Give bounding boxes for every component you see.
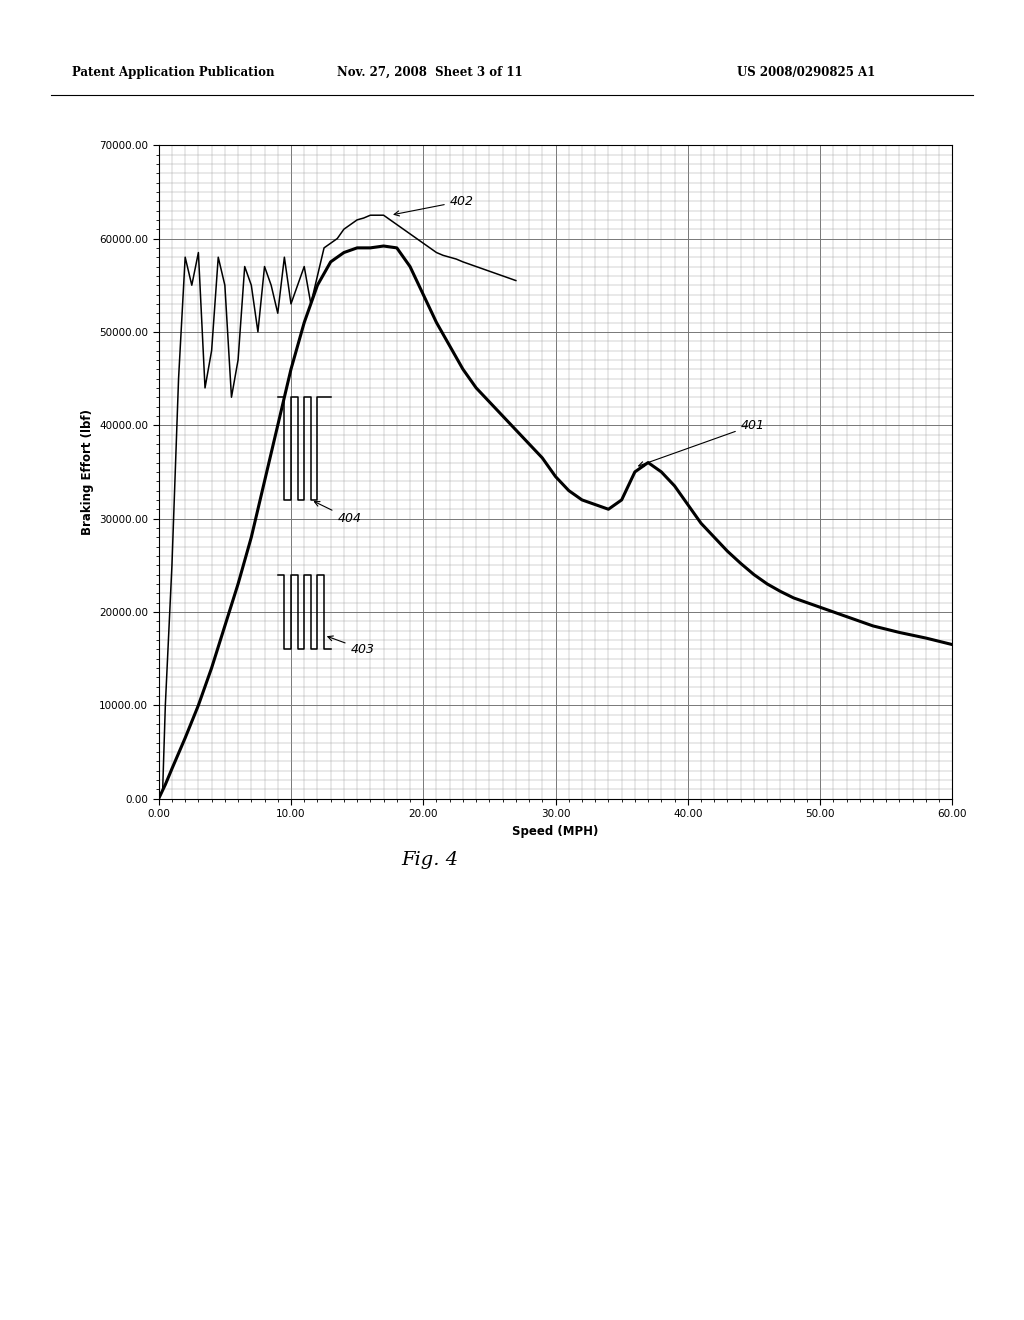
Text: Nov. 27, 2008  Sheet 3 of 11: Nov. 27, 2008 Sheet 3 of 11: [337, 66, 523, 79]
Text: Fig. 4: Fig. 4: [401, 851, 459, 870]
Text: Patent Application Publication: Patent Application Publication: [72, 66, 274, 79]
Y-axis label: Braking Effort (lbf): Braking Effort (lbf): [81, 409, 94, 535]
X-axis label: Speed (MPH): Speed (MPH): [512, 825, 599, 838]
Text: 403: 403: [328, 636, 375, 656]
Text: 402: 402: [394, 195, 474, 216]
Text: US 2008/0290825 A1: US 2008/0290825 A1: [737, 66, 876, 79]
Text: 401: 401: [639, 418, 765, 466]
Text: 404: 404: [314, 502, 361, 525]
